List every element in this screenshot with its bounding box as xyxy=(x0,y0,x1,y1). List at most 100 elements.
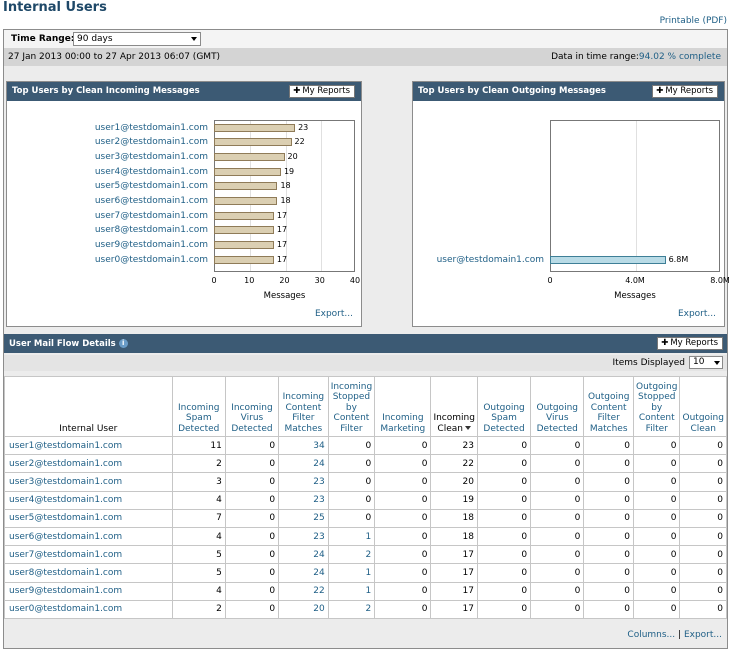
table-cell[interactable]: 24 xyxy=(278,545,329,565)
items-displayed-select[interactable]: 10 xyxy=(689,356,723,369)
table-cell: 0 xyxy=(583,563,634,583)
user-email-link[interactable]: user7@testdomain1.com xyxy=(4,545,173,565)
table-cell[interactable]: 2 xyxy=(327,599,376,619)
chart-bar xyxy=(214,167,281,176)
table-cell: 0 xyxy=(632,599,681,619)
column-header[interactable]: Outgoing Spam Detected xyxy=(476,376,532,437)
table-cell: 4 xyxy=(171,490,226,510)
table-cell: 0 xyxy=(679,435,727,456)
chart-gridline xyxy=(636,121,637,271)
column-header[interactable]: Internal User xyxy=(4,376,173,437)
table-cell: 0 xyxy=(583,472,634,492)
plus-icon: ✚ xyxy=(661,338,669,348)
table-cell[interactable]: 25 xyxy=(278,508,329,528)
table-cell: 0 xyxy=(476,454,532,474)
column-header[interactable]: Outgoing Clean xyxy=(679,376,727,437)
table-cell: 0 xyxy=(530,435,585,456)
user-email-link[interactable]: user4@testdomain1.com xyxy=(4,490,173,510)
table-cell[interactable]: 34 xyxy=(278,435,329,456)
outgoing-export-link[interactable]: Export... xyxy=(677,309,716,319)
table-cell: 0 xyxy=(224,508,280,528)
x-tick-label: 30 xyxy=(314,276,325,285)
user-email-link[interactable]: user1@testdomain1.com xyxy=(4,435,173,456)
table-export-link[interactable]: Export... xyxy=(683,630,722,640)
my-reports-button[interactable]: ✚ My Reports xyxy=(652,85,718,98)
table-cell[interactable]: 23 xyxy=(278,472,329,492)
info-icon[interactable]: i xyxy=(118,339,128,348)
user-email-link[interactable]: user3@testdomain1.com xyxy=(4,472,173,492)
my-reports-button[interactable]: ✚ My Reports xyxy=(289,85,355,98)
table-cell: 0 xyxy=(374,472,432,492)
printable-pdf-link[interactable]: Printable (PDF) xyxy=(659,16,727,26)
table-cell: 0 xyxy=(327,508,376,528)
bar-category-label[interactable]: user3@testdomain1.com xyxy=(94,151,208,162)
bar-category-label[interactable]: user2@testdomain1.com xyxy=(94,137,208,148)
user-email-link[interactable]: user2@testdomain1.com xyxy=(4,454,173,474)
user-email-link[interactable]: user5@testdomain1.com xyxy=(4,508,173,528)
x-tick-label: 0 xyxy=(211,276,217,285)
table-cell[interactable]: 23 xyxy=(278,526,329,547)
user-email-link[interactable]: user8@testdomain1.com xyxy=(4,563,173,583)
table-cell[interactable]: 1 xyxy=(327,563,376,583)
table-cell[interactable]: 2 xyxy=(327,545,376,565)
table-cell[interactable]: 23 xyxy=(278,490,329,510)
column-header[interactable]: Incoming Content Filter Matches xyxy=(278,376,329,437)
time-range-select[interactable]: 90 days xyxy=(73,32,201,46)
table-cell[interactable]: 1 xyxy=(327,526,376,547)
column-header[interactable]: Incoming Spam Detected xyxy=(171,376,226,437)
bar-category-label[interactable]: user8@testdomain1.com xyxy=(94,225,208,236)
bar-category-label[interactable]: user7@testdomain1.com xyxy=(94,210,208,221)
table-cell: 0 xyxy=(374,490,432,510)
table-cell: 0 xyxy=(679,526,727,547)
bar-category-label[interactable]: user@testdomain1.com xyxy=(436,255,544,265)
table-cell: 0 xyxy=(224,581,280,601)
table-cell: 3 xyxy=(171,472,226,492)
table-footer-links: Columns... | Export... xyxy=(627,630,722,640)
table-cell: 0 xyxy=(374,526,432,547)
table-cell: 0 xyxy=(679,545,727,565)
table-cell: 0 xyxy=(632,490,681,510)
bar-category-label[interactable]: user5@testdomain1.com xyxy=(94,181,208,192)
column-header[interactable]: Incoming Clean xyxy=(430,376,478,437)
column-header[interactable]: Outgoing Content Filter Matches xyxy=(583,376,634,437)
column-header[interactable]: Incoming Stopped by Content Filter xyxy=(327,376,376,437)
column-header[interactable]: Outgoing Stopped by Content Filter xyxy=(632,376,681,437)
table-cell: 0 xyxy=(224,435,280,456)
bar-category-label[interactable]: user0@testdomain1.com xyxy=(94,254,208,265)
table-cell[interactable]: 20 xyxy=(278,599,329,619)
user-email-link[interactable]: user9@testdomain1.com xyxy=(4,581,173,601)
my-reports-button[interactable]: ✚ My Reports xyxy=(657,337,723,350)
table-cell[interactable]: 24 xyxy=(278,563,329,583)
table-cell: 0 xyxy=(374,563,432,583)
report-container: Time Range: 90 days 27 Jan 2013 00:00 to… xyxy=(3,29,730,649)
table-row: user2@testdomain1.com 2 0 24 0 0 22 0 0 0 0 0 xyxy=(4,454,727,474)
table-cell[interactable]: 1 xyxy=(327,581,376,601)
user-email-link[interactable]: user6@testdomain1.com xyxy=(4,526,173,547)
columns-link[interactable]: Columns... xyxy=(627,630,676,640)
table-cell[interactable]: 22 xyxy=(278,581,329,601)
bar-category-label[interactable]: user1@testdomain1.com xyxy=(94,122,208,133)
table-cell[interactable]: 24 xyxy=(278,454,329,474)
table-cell: 0 xyxy=(530,581,585,601)
incoming-export-link[interactable]: Export... xyxy=(314,309,353,319)
x-axis-title: Messages xyxy=(263,291,306,301)
column-header[interactable]: Incoming Marketing xyxy=(374,376,432,437)
column-header[interactable]: Outgoing Virus Detected xyxy=(530,376,585,437)
table-cell: 0 xyxy=(476,563,532,583)
bar-category-label[interactable]: user4@testdomain1.com xyxy=(94,166,208,177)
bar-category-label[interactable]: user9@testdomain1.com xyxy=(94,240,208,251)
x-axis-title: Messages xyxy=(614,291,656,301)
table-cell: 0 xyxy=(224,490,280,510)
column-header[interactable]: Incoming Virus Detected xyxy=(224,376,280,437)
bar-value-label: 17 xyxy=(276,210,288,220)
table-cell: 0 xyxy=(583,526,634,547)
table-cell: 0 xyxy=(327,454,376,474)
table-cell: 0 xyxy=(632,581,681,601)
user-email-link[interactable]: user0@testdomain1.com xyxy=(4,599,173,619)
table-cell: 0 xyxy=(679,599,727,619)
table-row: user8@testdomain1.com 5 0 24 1 0 17 0 0 0 0 0 xyxy=(4,563,727,583)
bar-category-label[interactable]: user6@testdomain1.com xyxy=(94,196,208,206)
table-cell: 0 xyxy=(476,581,532,601)
table-cell: 0 xyxy=(632,563,681,583)
table-cell: 0 xyxy=(327,435,376,456)
